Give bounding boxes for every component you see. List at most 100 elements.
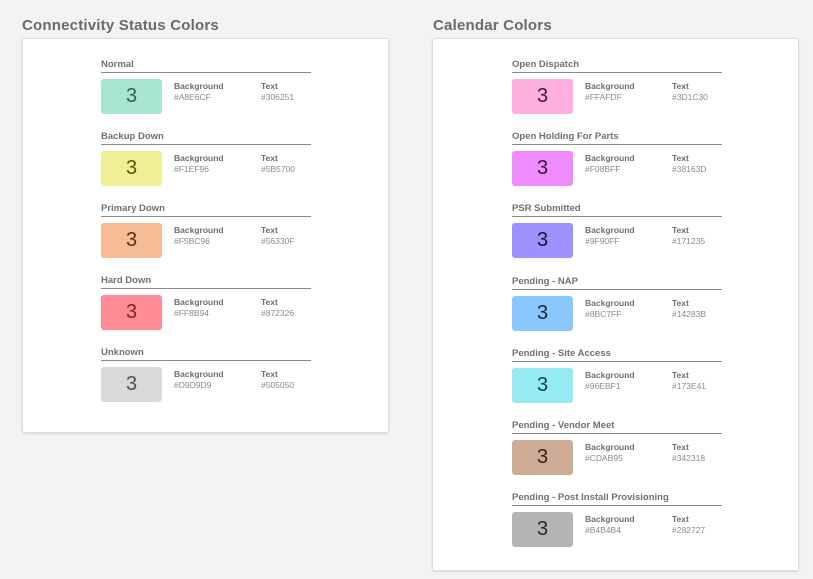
- background-hex: #FF8B94: [174, 308, 209, 318]
- color-swatch-row: Pending - Post Install Provisioning 3 Ba…: [512, 492, 722, 552]
- color-sample: 3: [101, 367, 162, 402]
- text-hex: #56330F: [261, 236, 295, 246]
- status-name: Hard Down: [101, 275, 311, 289]
- text-hex: #38163D: [672, 164, 707, 175]
- color-sample: 3: [512, 512, 573, 548]
- text-info: Text #56330F: [261, 225, 295, 247]
- text-hex: #505050: [261, 380, 295, 390]
- color-sample: 3: [512, 151, 573, 187]
- status-name: Pending - Site Access: [512, 348, 722, 362]
- text-label: Text: [672, 81, 689, 91]
- status-name: Primary Down: [101, 203, 311, 217]
- background-label: Background: [585, 297, 635, 308]
- text-label: Text: [261, 297, 278, 307]
- status-name: Pending - Vendor Meet: [512, 420, 722, 434]
- background-hex: #D9D9D9: [174, 380, 212, 390]
- background-hex: #B4B4B4: [585, 525, 621, 536]
- background-label: Background: [585, 153, 635, 164]
- background-label: Background: [585, 369, 635, 380]
- text-label: Text: [672, 153, 689, 164]
- background-hex: #9F90FF: [585, 236, 620, 247]
- background-label: Background: [585, 442, 635, 452]
- text-label: Text: [672, 225, 689, 236]
- color-swatch-row: Pending - NAP 3 Background #8BC7FF Text …: [512, 276, 722, 336]
- color-sample: 3: [101, 295, 162, 330]
- text-info: Text #342318: [672, 442, 705, 464]
- text-info: Text #872326: [261, 297, 294, 319]
- color-swatch-row: Pending - Site Access 3 Background #96EB…: [512, 348, 722, 408]
- status-name: Open Holding For Parts: [512, 131, 722, 146]
- background-info: Background #F08BFF: [585, 153, 635, 175]
- text-hex: #342318: [672, 453, 706, 463]
- color-sample: 3: [512, 440, 573, 475]
- background-hex: #F5BC96: [174, 236, 210, 246]
- text-label: Text: [261, 225, 278, 235]
- background-label: Background: [585, 514, 635, 525]
- status-name: Pending - NAP: [512, 276, 722, 290]
- background-label: Background: [174, 81, 224, 91]
- text-label: Text: [672, 369, 689, 380]
- background-hex: #8BC7FF: [585, 308, 622, 319]
- background-info: Background #B4B4B4: [585, 514, 635, 536]
- background-info: Background #96EBF1: [585, 370, 635, 392]
- background-hex: #96EBF1: [585, 380, 621, 391]
- color-sample: 3: [101, 79, 162, 114]
- color-swatch-row: Backup Down 3 Background #F1EF96 Text #5…: [101, 131, 311, 191]
- text-info: Text #306251: [261, 81, 294, 103]
- text-hex: #306251: [261, 92, 295, 102]
- calendar-colors-card: Open Dispatch 3 Background #FFAFDF Text …: [432, 38, 799, 571]
- color-swatch-row: Open Holding For Parts 3 Background #F08…: [512, 131, 722, 191]
- color-swatch-row: Pending - Vendor Meet 3 Background #CDAB…: [512, 420, 722, 480]
- text-label: Text: [672, 297, 689, 308]
- text-info: Text #171235: [672, 225, 705, 247]
- color-sample: 3: [512, 367, 573, 403]
- background-info: Background #FF8B94: [174, 297, 224, 319]
- background-label: Background: [174, 369, 224, 379]
- text-info: Text #173E41: [672, 370, 706, 392]
- text-label: Text: [261, 369, 278, 379]
- text-hex: #5B5700: [261, 164, 296, 174]
- text-info: Text #505050: [261, 369, 294, 391]
- connectivity-section-title: Connectivity Status Colors: [22, 17, 219, 34]
- status-name: Open Dispatch: [512, 59, 722, 73]
- text-hex: #3D1C30: [672, 92, 708, 102]
- background-info: Background #9F90FF: [585, 225, 635, 247]
- background-hex: #CDAB95: [585, 453, 623, 463]
- background-info: Background #8BC7FF: [585, 298, 635, 320]
- background-label: Background: [174, 297, 224, 307]
- color-swatch-row: Primary Down 3 Background #F5BC96 Text #…: [101, 203, 311, 263]
- background-label: Background: [174, 225, 224, 235]
- status-name: PSR Submitted: [512, 203, 722, 218]
- color-sample: 3: [512, 295, 573, 331]
- color-swatch-row: Open Dispatch 3 Background #FFAFDF Text …: [512, 59, 722, 119]
- calendar-section-title: Calendar Colors: [433, 17, 552, 34]
- background-info: Background #FFAFDF: [585, 81, 635, 103]
- background-hex: #F08BFF: [585, 164, 621, 175]
- color-sample: 3: [512, 79, 573, 114]
- background-hex: #A8E6CF: [174, 92, 211, 102]
- color-swatch-row: Unknown 3 Background #D9D9D9 Text #50505…: [101, 347, 311, 407]
- background-hex: #FFAFDF: [585, 92, 622, 102]
- text-label: Text: [672, 514, 689, 525]
- text-hex: #171235: [672, 236, 706, 247]
- connectivity-colors-card: Normal 3 Background #A8E6CF Text #306251…: [22, 38, 389, 433]
- text-info: Text #282727: [672, 514, 705, 536]
- text-hex: #173E41: [672, 380, 707, 391]
- text-label: Text: [261, 153, 278, 163]
- background-info: Background #D9D9D9: [174, 369, 224, 391]
- text-info: Text #5B5700: [261, 153, 295, 175]
- color-sample: 3: [512, 223, 573, 259]
- status-name: Unknown: [101, 347, 311, 361]
- background-hex: #F1EF96: [174, 164, 209, 174]
- status-name: Pending - Post Install Provisioning: [512, 492, 722, 507]
- text-info: Text #38163D: [672, 153, 707, 175]
- text-hex: #872326: [261, 308, 295, 318]
- status-name: Normal: [101, 59, 311, 73]
- background-label: Background: [585, 225, 635, 236]
- background-info: Background #A8E6CF: [174, 81, 224, 103]
- text-hex: #282727: [672, 525, 706, 536]
- background-info: Background #F5BC96: [174, 225, 224, 247]
- color-sample: 3: [101, 151, 162, 186]
- color-swatch-row: PSR Submitted 3 Background #9F90FF Text …: [512, 203, 722, 263]
- status-name: Backup Down: [101, 131, 311, 145]
